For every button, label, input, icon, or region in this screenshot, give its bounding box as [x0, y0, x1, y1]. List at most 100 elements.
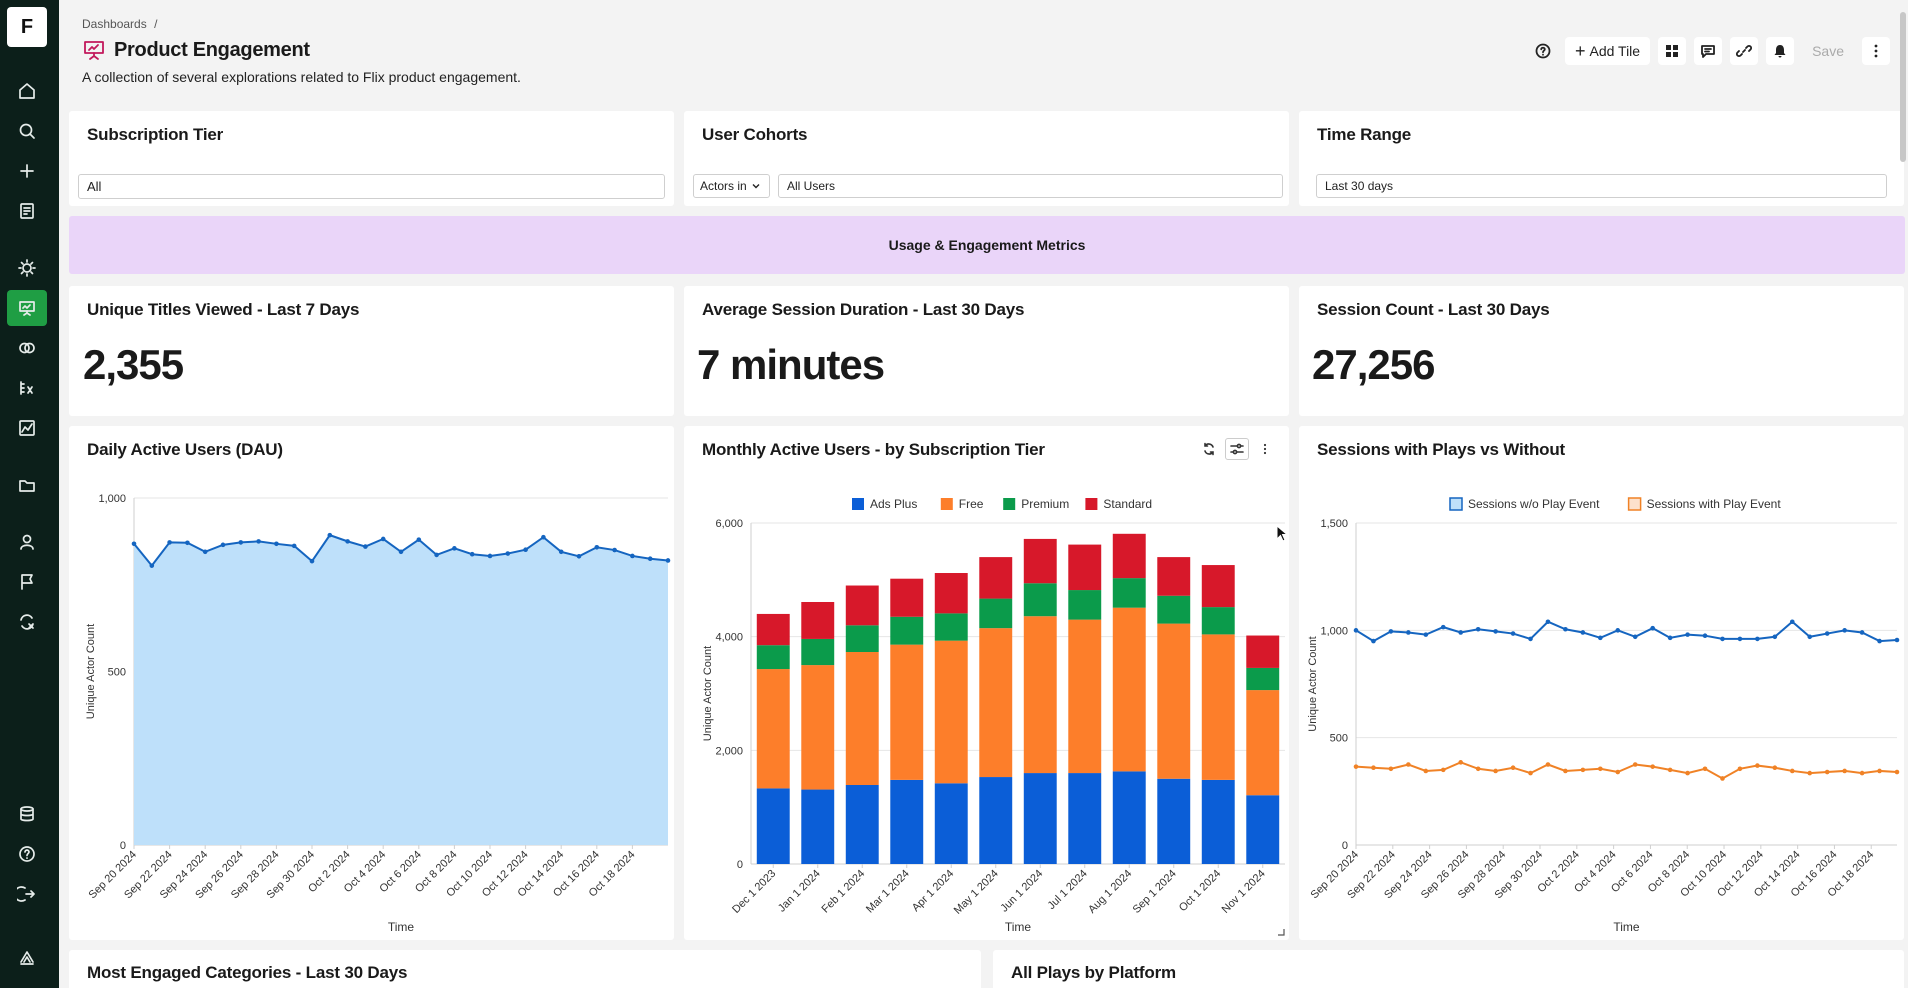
sidebar-item-dashboards[interactable]	[7, 290, 47, 326]
notebook-icon	[20, 203, 34, 219]
refresh-button[interactable]	[1197, 438, 1221, 460]
share-link-button[interactable]	[1730, 37, 1759, 65]
dau-point	[380, 536, 386, 542]
bar-segment	[845, 785, 879, 864]
cohort-input[interactable]: All Users	[778, 174, 1283, 198]
chart-icon	[19, 420, 35, 436]
tile-most-engaged-categories: Most Engaged Categories - Last 30 Days	[69, 950, 981, 988]
sidebar-item-create[interactable]	[7, 153, 47, 189]
sidebar-item-metrics[interactable]	[7, 370, 47, 406]
subscribe-button[interactable]	[1766, 37, 1795, 65]
tile-menu-button[interactable]	[1253, 438, 1277, 460]
series-point	[1371, 638, 1376, 644]
series-point	[1789, 768, 1795, 774]
page-description: A collection of several explorations rel…	[82, 69, 521, 85]
x-tick-label: May 1 2024	[952, 868, 1001, 917]
breadcrumb-dashboards[interactable]: Dashboards	[82, 17, 147, 31]
series-point	[1877, 638, 1882, 644]
y-tick-label: 0	[737, 859, 743, 871]
series-point	[1423, 632, 1429, 637]
y-tick-label: 500	[108, 667, 126, 679]
dau-point	[327, 532, 333, 538]
sidebar-item-brand[interactable]	[7, 940, 47, 976]
sidebar-item-experiments[interactable]	[7, 604, 47, 640]
sidebar-item-help[interactable]	[7, 836, 47, 872]
y-axis-label: Unique Actor Count	[1307, 636, 1319, 731]
chart-title: Daily Active Users (DAU)	[87, 440, 283, 459]
save-button[interactable]: Save	[1812, 43, 1844, 59]
more-options-button[interactable]	[1862, 37, 1890, 65]
sidebar-item-flags[interactable]	[7, 564, 47, 600]
time-range-input[interactable]: Last 30 days	[1316, 174, 1887, 198]
subscription-tier-input[interactable]: All	[78, 174, 665, 199]
sidebar-item-cohorts[interactable]	[7, 330, 47, 366]
flag-icon	[21, 574, 33, 590]
series-line	[1355, 620, 1898, 643]
y-tick-label: 500	[1330, 733, 1348, 745]
bar-segment	[1201, 634, 1235, 780]
series-point	[1545, 619, 1551, 625]
series-point	[1388, 629, 1394, 634]
bar-segment	[1201, 607, 1235, 635]
dau-point	[452, 546, 457, 551]
series-point	[1493, 768, 1498, 774]
bar-segment	[979, 598, 1013, 629]
bar-segment	[756, 669, 790, 789]
sidebar-item-insights[interactable]	[7, 250, 47, 286]
x-tick-label: Sep 1 2024	[1131, 868, 1179, 916]
comment-icon	[1701, 45, 1715, 58]
x-axis-label: Time	[388, 920, 415, 934]
series-point	[1632, 762, 1638, 767]
bar-segment	[1246, 667, 1280, 691]
page-scrollbar[interactable]	[1900, 12, 1906, 162]
sidebar-item-logout[interactable]	[7, 876, 47, 912]
cohort-mode-select[interactable]: Actors in	[693, 174, 770, 198]
series-point	[1406, 630, 1411, 635]
add-tile-button[interactable]: + Add Tile	[1564, 37, 1651, 65]
sidebar-item-search[interactable]	[7, 113, 47, 149]
tile-all-plays-platform: All Plays by Platform	[993, 950, 1904, 988]
resize-handle-icon[interactable]	[1277, 928, 1285, 936]
sidebar-item-users[interactable]	[7, 524, 47, 560]
bar-segment	[890, 779, 924, 864]
bar-segment	[1023, 773, 1057, 864]
bar-segment	[890, 578, 924, 617]
sidebar-item-folders[interactable]	[7, 467, 47, 503]
bar-segment	[756, 645, 790, 670]
experiment-icon	[20, 614, 34, 630]
comments-button[interactable]	[1694, 37, 1723, 65]
series-point	[1667, 635, 1673, 641]
layout-button[interactable]	[1658, 37, 1687, 65]
folder-icon	[19, 480, 35, 492]
bar-segment	[1157, 778, 1191, 864]
series-point	[1458, 760, 1464, 765]
bar-segment	[1246, 690, 1280, 796]
bell-icon	[1774, 45, 1786, 58]
series-point	[1859, 630, 1865, 635]
dau-point	[416, 537, 422, 542]
legend-swatch	[1627, 497, 1642, 511]
tile-tools	[1197, 438, 1277, 460]
sidebar-item-reports[interactable]	[7, 410, 47, 446]
help-button[interactable]	[1529, 37, 1557, 65]
series-point	[1493, 629, 1498, 634]
bar-segment	[1023, 616, 1057, 774]
more-vertical-icon	[1263, 443, 1267, 455]
tile-filters-button[interactable]	[1225, 438, 1249, 460]
sidebar-item-data[interactable]	[7, 796, 47, 832]
dau-point	[594, 544, 600, 550]
bar-segment	[1201, 565, 1235, 608]
bar-segment	[1246, 795, 1280, 864]
app-logo[interactable]: F	[7, 7, 47, 47]
sidebar-item-notebooks[interactable]	[7, 193, 47, 229]
breadcrumb: Dashboards /	[82, 17, 157, 31]
sidebar-item-home[interactable]	[7, 73, 47, 109]
bar-segment	[845, 585, 879, 626]
bar-segment	[1068, 773, 1102, 864]
legend-label: Sessions w/o Play Event	[1468, 497, 1600, 511]
y-axis-label: Unique Actor Count	[85, 624, 97, 719]
series-point	[1615, 628, 1621, 633]
sidebar: F	[0, 0, 59, 988]
bar-segment	[845, 625, 879, 653]
home-icon	[19, 83, 35, 99]
